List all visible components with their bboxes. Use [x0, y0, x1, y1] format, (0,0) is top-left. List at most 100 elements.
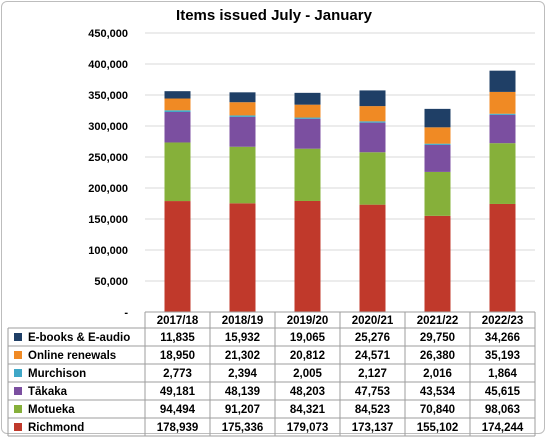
bar-segment	[229, 102, 256, 116]
category-label: 2020/21	[352, 315, 394, 327]
data-label: 174,244	[482, 422, 524, 434]
data-label: 2,127	[358, 368, 387, 380]
bar-segment	[294, 148, 321, 201]
bar-segment	[489, 113, 516, 115]
bar-segment	[164, 201, 191, 312]
data-label: 70,840	[420, 404, 455, 416]
data-label: 173,137	[352, 422, 394, 434]
legend-swatch	[14, 369, 22, 377]
bar-segment	[359, 204, 386, 312]
bar-segment	[294, 200, 321, 312]
data-label: 48,139	[225, 386, 260, 398]
series-name: Online renewals	[28, 350, 116, 362]
legend-swatch	[14, 351, 22, 359]
y-tick-label: 250,000	[88, 152, 128, 164]
bar-segment	[164, 91, 191, 99]
bar-segment	[359, 121, 386, 123]
bar-segment	[164, 142, 191, 202]
category-label: 2017/18	[157, 315, 199, 327]
bar-segment	[359, 106, 386, 122]
bar-segment	[489, 91, 516, 114]
bar-segment	[229, 146, 256, 204]
y-tick-label: 100,000	[88, 245, 128, 257]
y-tick-label: 300,000	[88, 121, 128, 133]
data-label: 91,207	[225, 404, 260, 416]
data-label: 49,181	[160, 386, 196, 398]
y-tick-label: 150,000	[88, 214, 128, 226]
bar-segment	[489, 203, 516, 312]
bar-segment	[424, 215, 451, 312]
data-label: 84,321	[290, 404, 326, 416]
bar-segment	[424, 144, 451, 172]
bar-segment	[164, 98, 191, 111]
series-name: Tākaka	[28, 386, 68, 398]
bar-segment	[294, 118, 321, 149]
series-name: E-books & E-audio	[28, 332, 130, 344]
bar-segment	[359, 122, 386, 153]
bar-segment	[294, 117, 321, 119]
bar-segment	[359, 152, 386, 205]
series-name: Motueka	[28, 404, 75, 416]
bar-segment	[424, 171, 451, 216]
bar-segment	[229, 116, 256, 147]
data-label: 2,773	[163, 368, 192, 380]
data-label: 178,939	[157, 422, 199, 434]
y-tick-label: 450,000	[88, 28, 128, 40]
bar-segment	[489, 70, 516, 92]
bar-segment	[294, 104, 321, 118]
bar-segment	[164, 111, 191, 143]
bar-segment	[489, 114, 516, 144]
data-label: 47,753	[355, 386, 390, 398]
y-tick-label: -	[124, 307, 128, 319]
data-label: 179,073	[287, 422, 329, 434]
bar-segment	[229, 92, 256, 103]
legend-swatch	[14, 387, 22, 395]
chart-title: Items issued July - January	[176, 7, 372, 24]
data-label: 18,950	[160, 350, 195, 362]
y-tick-label: 350,000	[88, 90, 128, 102]
bar-segment	[229, 115, 256, 117]
category-label: 2021/22	[417, 315, 459, 327]
data-label: 26,380	[420, 350, 455, 362]
bar-segment	[229, 203, 256, 312]
data-label: 20,812	[290, 350, 325, 362]
bar-segment	[489, 143, 516, 204]
bar-segment	[294, 92, 321, 105]
y-tick-label: 400,000	[88, 59, 128, 71]
data-label: 21,302	[225, 350, 260, 362]
data-label: 94,494	[160, 404, 196, 416]
data-label: 34,266	[485, 332, 520, 344]
data-label: 98,063	[485, 404, 520, 416]
legend-swatch	[14, 423, 22, 431]
bar-segment	[424, 127, 451, 144]
legend-swatch	[14, 405, 22, 413]
data-label: 175,336	[222, 422, 264, 434]
data-label: 25,276	[355, 332, 390, 344]
data-label: 2,394	[228, 368, 257, 380]
bar-segment	[424, 143, 451, 145]
data-label: 35,193	[485, 350, 520, 362]
y-tick-label: 200,000	[88, 183, 128, 195]
data-label: 84,523	[355, 404, 390, 416]
category-label: 2019/20	[287, 315, 329, 327]
y-tick-label: 50,000	[94, 276, 128, 288]
data-label: 11,835	[160, 332, 195, 344]
category-label: 2022/23	[482, 315, 524, 327]
data-label: 48,203	[290, 386, 325, 398]
data-label: 2,005	[293, 368, 322, 380]
data-label: 43,534	[420, 386, 456, 398]
data-label: 19,065	[290, 332, 326, 344]
data-label: 1,864	[488, 368, 517, 380]
series-name: Richmond	[28, 422, 84, 434]
data-label: 45,615	[485, 386, 521, 398]
data-label: 155,102	[417, 422, 459, 434]
data-label: 2,016	[423, 368, 452, 380]
category-label: 2018/19	[222, 315, 264, 327]
legend-swatch	[14, 333, 22, 341]
data-label: 29,750	[420, 332, 455, 344]
series-name: Murchison	[28, 368, 86, 380]
bar-segment	[164, 110, 191, 112]
bar-segment	[359, 90, 386, 107]
